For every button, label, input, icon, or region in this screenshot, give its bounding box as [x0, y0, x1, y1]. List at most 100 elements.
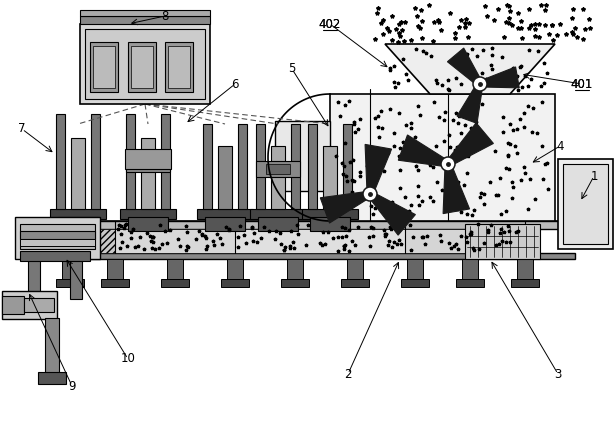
- Bar: [165, 42, 193, 92]
- Text: 9: 9: [68, 379, 76, 393]
- Bar: [256, 124, 265, 209]
- Circle shape: [363, 187, 377, 201]
- Bar: [271, 146, 285, 209]
- Bar: [128, 217, 168, 231]
- Bar: [308, 124, 317, 209]
- Text: 1: 1: [590, 170, 598, 182]
- Bar: [401, 279, 429, 287]
- Bar: [126, 114, 135, 209]
- Bar: [221, 279, 249, 287]
- Circle shape: [441, 157, 455, 171]
- Text: 7: 7: [18, 123, 26, 136]
- Text: 4: 4: [556, 139, 564, 153]
- Polygon shape: [320, 191, 371, 223]
- Bar: [341, 279, 369, 287]
- Bar: [85, 29, 205, 99]
- Bar: [161, 114, 170, 209]
- Bar: [80, 10, 210, 16]
- Bar: [302, 209, 358, 219]
- Bar: [250, 209, 306, 219]
- Bar: [405, 229, 525, 253]
- Bar: [80, 24, 210, 104]
- Polygon shape: [365, 145, 392, 195]
- Bar: [2, 291, 57, 319]
- Bar: [50, 221, 575, 229]
- Bar: [15, 217, 100, 259]
- Bar: [310, 217, 350, 231]
- Polygon shape: [446, 123, 493, 166]
- Bar: [50, 253, 575, 259]
- Text: 8: 8: [161, 9, 169, 22]
- Bar: [45, 318, 59, 376]
- Bar: [91, 114, 100, 209]
- Text: 402: 402: [319, 17, 341, 31]
- Text: 3: 3: [554, 368, 562, 380]
- Bar: [343, 124, 352, 209]
- Bar: [203, 124, 212, 209]
- Bar: [58, 217, 98, 231]
- Text: 402: 402: [319, 17, 341, 31]
- Bar: [141, 138, 155, 209]
- Bar: [28, 257, 40, 299]
- Bar: [511, 279, 539, 287]
- Bar: [330, 94, 555, 221]
- Bar: [462, 259, 478, 281]
- Bar: [125, 149, 171, 169]
- Text: 2: 2: [344, 368, 352, 380]
- Bar: [20, 239, 95, 246]
- Bar: [126, 156, 170, 172]
- Bar: [266, 164, 290, 174]
- Bar: [107, 259, 123, 281]
- Bar: [558, 159, 613, 249]
- Circle shape: [473, 77, 487, 91]
- Polygon shape: [457, 83, 483, 123]
- Bar: [90, 42, 118, 92]
- Text: 5: 5: [288, 62, 296, 75]
- Polygon shape: [447, 48, 482, 86]
- Bar: [275, 121, 330, 191]
- Text: 6: 6: [231, 78, 239, 90]
- Bar: [517, 259, 533, 281]
- Text: 401: 401: [571, 78, 593, 90]
- Text: 10: 10: [121, 352, 136, 365]
- Bar: [235, 229, 405, 253]
- Bar: [227, 259, 243, 281]
- Bar: [168, 46, 190, 88]
- Bar: [456, 279, 484, 287]
- Bar: [120, 209, 176, 219]
- Bar: [70, 257, 82, 299]
- Bar: [238, 124, 247, 209]
- Bar: [258, 217, 298, 231]
- Bar: [71, 138, 85, 209]
- Bar: [24, 298, 54, 312]
- Polygon shape: [385, 44, 555, 94]
- Bar: [281, 279, 309, 287]
- Bar: [50, 229, 115, 253]
- Bar: [287, 259, 303, 281]
- Bar: [20, 224, 95, 249]
- Bar: [2, 296, 24, 314]
- Bar: [218, 146, 232, 209]
- Bar: [38, 372, 66, 384]
- Bar: [136, 159, 160, 169]
- Bar: [465, 224, 540, 259]
- Polygon shape: [479, 67, 519, 88]
- Bar: [80, 16, 210, 24]
- Bar: [205, 217, 245, 231]
- Bar: [347, 259, 363, 281]
- Text: 401: 401: [571, 78, 593, 90]
- Bar: [50, 209, 106, 219]
- Bar: [256, 161, 300, 177]
- Polygon shape: [399, 135, 449, 167]
- Bar: [323, 146, 337, 209]
- Bar: [407, 259, 423, 281]
- Bar: [101, 279, 129, 287]
- Bar: [20, 251, 90, 261]
- Bar: [197, 209, 253, 219]
- Bar: [161, 279, 189, 287]
- Bar: [563, 164, 608, 244]
- Bar: [62, 259, 78, 281]
- Bar: [56, 279, 84, 287]
- Bar: [93, 46, 115, 88]
- Bar: [20, 231, 95, 239]
